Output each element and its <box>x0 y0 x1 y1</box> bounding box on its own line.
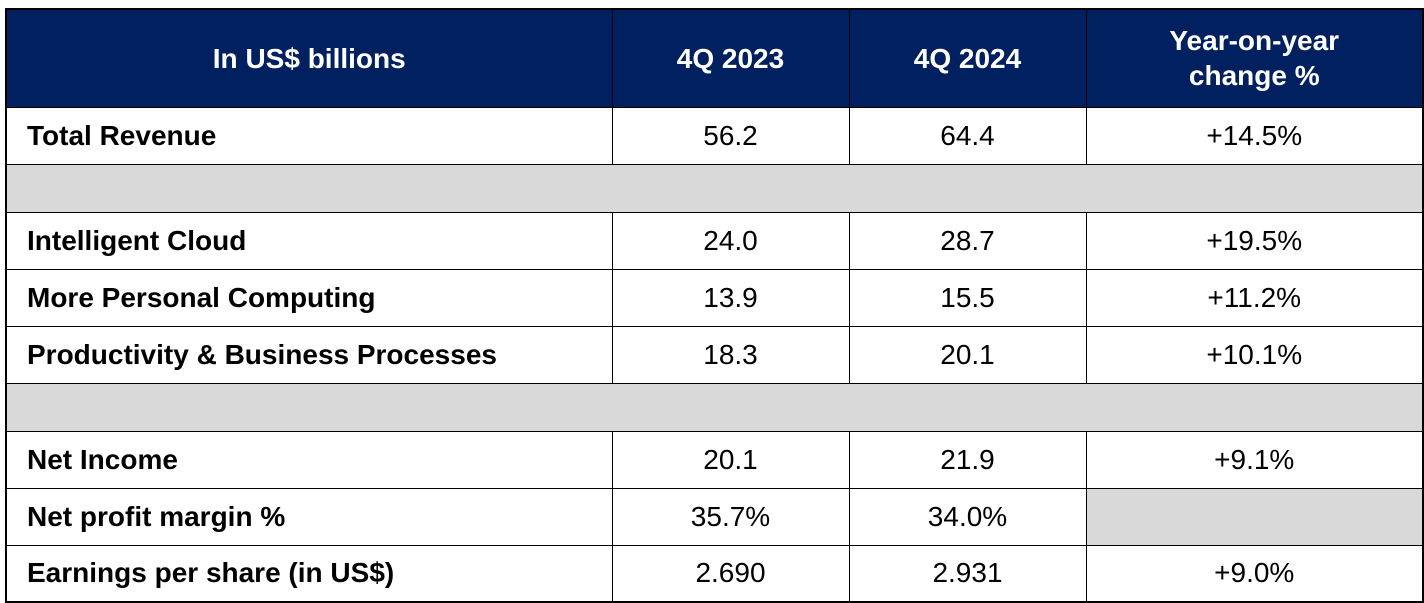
header-cell: In US$ billions <box>5 8 613 108</box>
row-label: More Personal Computing <box>5 268 613 327</box>
cell: +9.0% <box>1085 544 1424 603</box>
row-label: Productivity & Business Processes <box>5 325 613 384</box>
separator <box>5 163 1424 213</box>
cell: 13.9 <box>611 268 850 327</box>
separator-row <box>5 163 1424 213</box>
row: Intelligent Cloud 24.0 28.7 +19.5% <box>5 211 1424 270</box>
row-label: Total Revenue <box>5 106 613 165</box>
cell: 35.7% <box>611 487 850 546</box>
separator-row <box>5 382 1424 432</box>
header-cell: Year-on-year change % <box>1085 8 1424 108</box>
row: Total Revenue 56.2 64.4 +14.5% <box>5 106 1424 165</box>
separator <box>5 382 1424 432</box>
row-label: Net profit margin % <box>5 487 613 546</box>
cell: 28.7 <box>848 211 1087 270</box>
cell: +11.2% <box>1085 268 1424 327</box>
row-label: Intelligent Cloud <box>5 211 613 270</box>
cell: 2.690 <box>611 544 850 603</box>
header-row: In US$ billions 4Q 2023 4Q 2024 Year-on-… <box>5 8 1424 108</box>
cell: 56.2 <box>611 106 850 165</box>
cell: 34.0% <box>848 487 1087 546</box>
cell: 64.4 <box>848 106 1087 165</box>
cell: 21.9 <box>848 430 1087 489</box>
row: Net Income 20.1 21.9 +9.1% <box>5 430 1424 489</box>
cell: 20.1 <box>848 325 1087 384</box>
cell: 18.3 <box>611 325 850 384</box>
cell: +9.1% <box>1085 430 1424 489</box>
row-label: Earnings per share (in US$) <box>5 544 613 603</box>
cell: 24.0 <box>611 211 850 270</box>
cell: 15.5 <box>848 268 1087 327</box>
header-cell: 4Q 2024 <box>848 8 1087 108</box>
cell: 20.1 <box>611 430 850 489</box>
row: Net profit margin % 35.7% 34.0% <box>5 487 1424 546</box>
cell: +14.5% <box>1085 106 1424 165</box>
header-cell: 4Q 2023 <box>611 8 850 108</box>
row: Earnings per share (in US$) 2.690 2.931 … <box>5 544 1424 603</box>
empty-cell <box>1085 487 1424 546</box>
cell: +19.5% <box>1085 211 1424 270</box>
financial-table: In US$ billions 4Q 2023 4Q 2024 Year-on-… <box>5 8 1424 603</box>
row-label: Net Income <box>5 430 613 489</box>
cell: 2.931 <box>848 544 1087 603</box>
row: More Personal Computing 13.9 15.5 +11.2% <box>5 268 1424 327</box>
cell: +10.1% <box>1085 325 1424 384</box>
row: Productivity & Business Processes 18.3 2… <box>5 325 1424 384</box>
